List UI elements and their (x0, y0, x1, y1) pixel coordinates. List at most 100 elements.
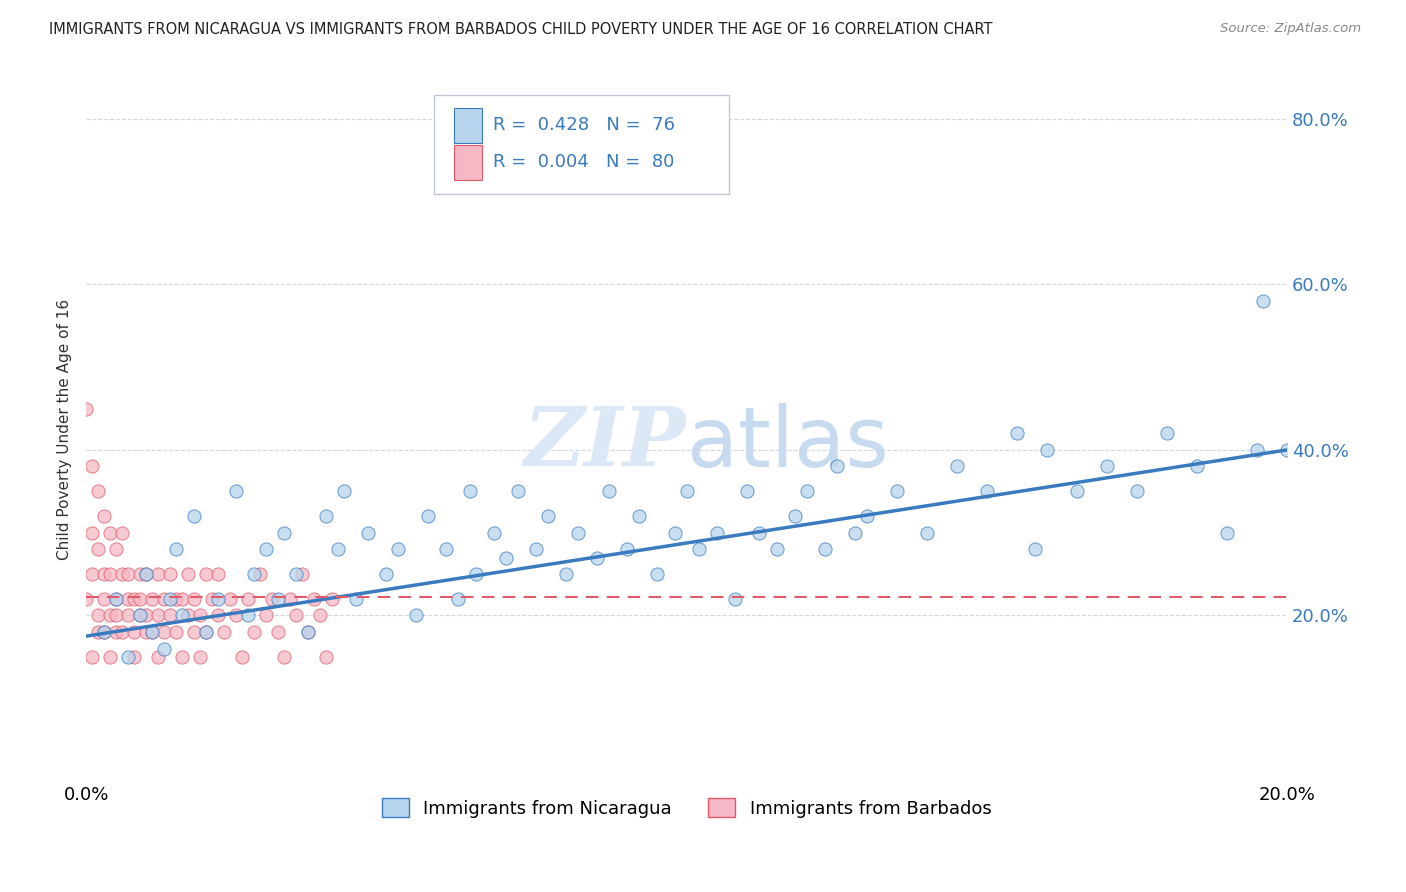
Point (105, 608, 128, 623)
Point (1036, 442, 1059, 457)
Point (135, 567, 157, 582)
Point (225, 484, 247, 499)
Point (278, 591, 301, 606)
Point (117, 608, 139, 623)
Point (285, 608, 308, 623)
FancyBboxPatch shape (434, 95, 728, 194)
Point (225, 608, 247, 623)
Point (333, 484, 356, 499)
Point (238, 608, 260, 623)
Text: IMMIGRANTS FROM NICARAGUA VS IMMIGRANTS FROM BARBADOS CHILD POVERTY UNDER THE AG: IMMIGRANTS FROM NICARAGUA VS IMMIGRANTS … (49, 22, 993, 37)
Point (814, 542, 837, 557)
Point (508, 484, 530, 499)
Point (80, 567, 103, 582)
Point (664, 525, 686, 540)
Point (111, 567, 134, 582)
Point (207, 608, 229, 623)
Point (297, 625, 319, 640)
Point (254, 542, 277, 557)
Point (273, 649, 295, 664)
Point (465, 567, 488, 582)
FancyBboxPatch shape (454, 108, 482, 143)
Point (1126, 484, 1149, 499)
Point (238, 591, 260, 606)
Point (387, 542, 409, 557)
Point (129, 591, 152, 606)
Point (267, 591, 290, 606)
Text: atlas: atlas (686, 403, 889, 483)
Point (141, 625, 163, 640)
Point (177, 608, 200, 623)
Point (111, 625, 134, 640)
Point (135, 625, 157, 640)
Point (375, 567, 398, 582)
Point (748, 525, 770, 540)
Point (315, 509, 337, 524)
Point (117, 591, 139, 606)
Point (321, 591, 343, 606)
Point (153, 641, 176, 656)
Point (98, 567, 121, 582)
Point (219, 591, 242, 606)
Point (93, 625, 115, 640)
Point (765, 542, 787, 557)
Point (165, 625, 187, 640)
Text: R =  0.428   N =  76: R = 0.428 N = 76 (494, 116, 675, 135)
Point (304, 591, 326, 606)
Point (111, 525, 134, 540)
Point (117, 567, 139, 582)
Point (886, 484, 908, 499)
Point (93, 625, 115, 640)
Point (183, 509, 205, 524)
Point (1185, 459, 1208, 474)
Point (183, 591, 205, 606)
Point (129, 608, 152, 623)
Point (87, 542, 110, 557)
Point (80, 649, 103, 664)
Point (207, 567, 229, 582)
Point (1095, 459, 1118, 474)
Point (254, 608, 277, 623)
Point (1251, 293, 1274, 308)
Point (117, 649, 139, 664)
Point (315, 649, 337, 664)
Point (645, 567, 668, 582)
Point (844, 525, 866, 540)
Point (585, 550, 607, 565)
Point (165, 591, 187, 606)
Point (159, 608, 181, 623)
Point (328, 542, 350, 557)
Point (129, 567, 152, 582)
Point (146, 608, 169, 623)
Point (1005, 426, 1028, 441)
Point (195, 567, 218, 582)
Point (1216, 525, 1239, 540)
Point (231, 649, 253, 664)
Point (153, 591, 176, 606)
Point (201, 591, 224, 606)
Point (141, 625, 163, 640)
Text: Source: ZipAtlas.com: Source: ZipAtlas.com (1220, 22, 1361, 36)
Point (915, 525, 938, 540)
Point (98, 525, 121, 540)
Point (93, 567, 115, 582)
Point (297, 625, 319, 640)
Point (1066, 484, 1088, 499)
Point (172, 649, 194, 664)
Text: R =  0.004   N =  80: R = 0.004 N = 80 (494, 153, 675, 171)
Point (188, 649, 211, 664)
Point (195, 625, 218, 640)
Point (526, 542, 548, 557)
Point (735, 484, 758, 499)
Point (195, 625, 218, 640)
Point (484, 525, 506, 540)
Point (93, 591, 115, 606)
Point (309, 608, 332, 623)
Point (243, 625, 266, 640)
Point (87, 608, 110, 623)
Point (153, 625, 176, 640)
Point (165, 542, 187, 557)
Point (207, 591, 229, 606)
Point (159, 567, 181, 582)
Point (567, 525, 589, 540)
